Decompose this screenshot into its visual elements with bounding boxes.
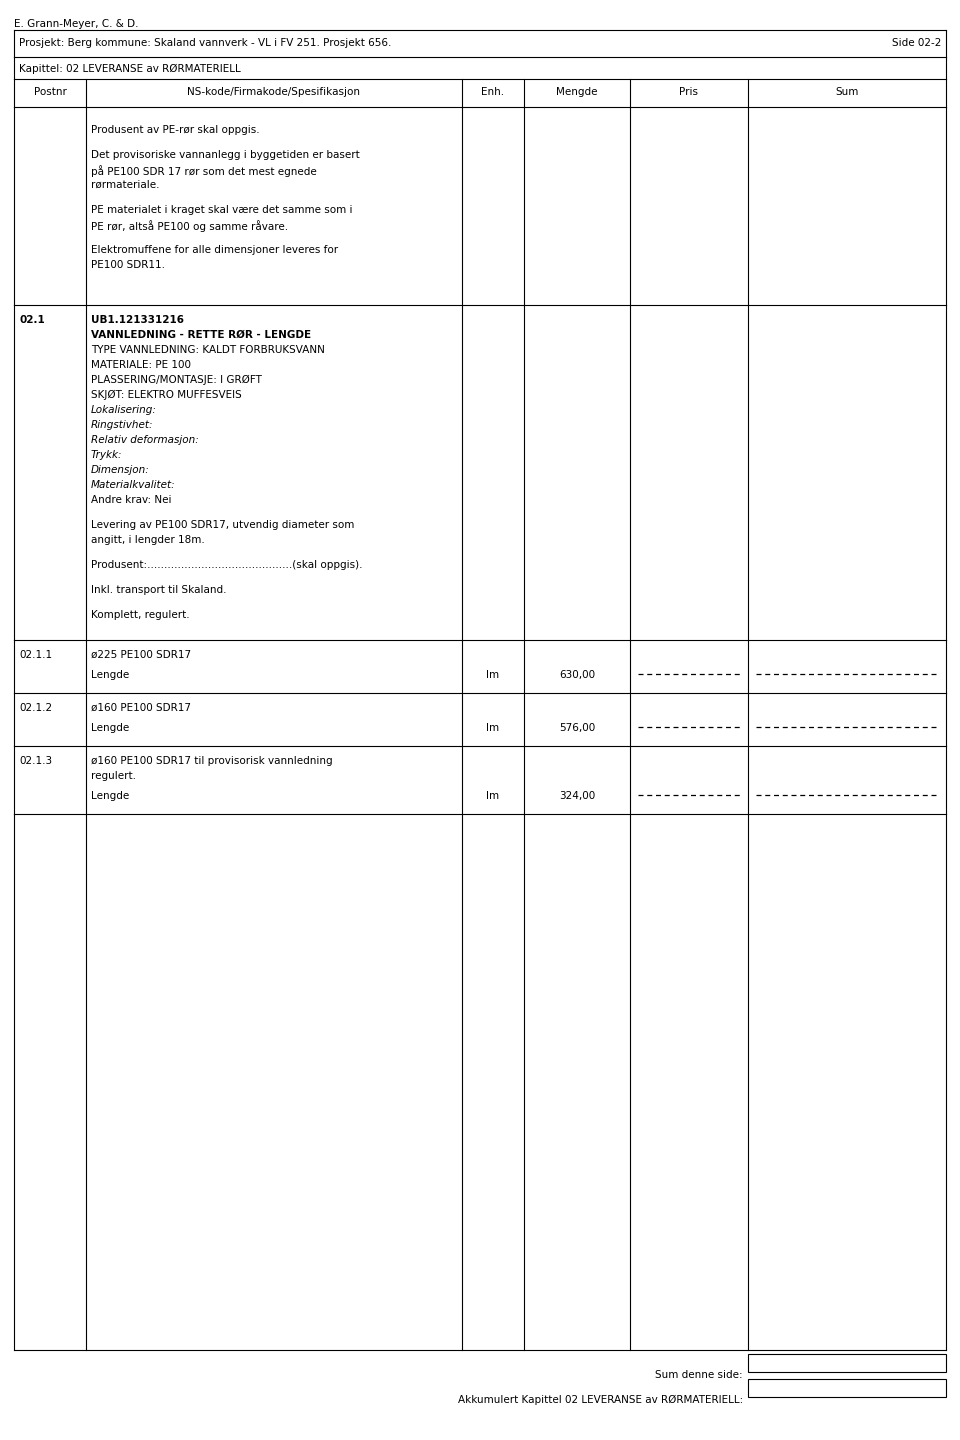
Text: på PE100 SDR 17 rør som det mest egnede: på PE100 SDR 17 rør som det mest egnede — [91, 166, 317, 177]
Text: Komplett, regulert.: Komplett, regulert. — [91, 611, 190, 621]
Text: Lengde: Lengde — [91, 723, 130, 733]
Text: 02.1.3: 02.1.3 — [19, 756, 52, 766]
Text: Dimensjon:: Dimensjon: — [91, 465, 150, 475]
Text: E. Grann-Meyer, C. & D.: E. Grann-Meyer, C. & D. — [14, 19, 138, 29]
Text: Postnr: Postnr — [34, 86, 66, 96]
Text: ø160 PE100 SDR17 til provisorisk vannledning: ø160 PE100 SDR17 til provisorisk vannled… — [91, 756, 332, 766]
Bar — [748, 1380, 946, 1397]
Text: VANNLEDNING - RETTE RØR - LENGDE: VANNLEDNING - RETTE RØR - LENGDE — [91, 330, 311, 340]
Text: Inkl. transport til Skaland.: Inkl. transport til Skaland. — [91, 585, 227, 595]
Text: 02.1.1: 02.1.1 — [19, 649, 52, 660]
Text: PE100 SDR11.: PE100 SDR11. — [91, 261, 165, 271]
Text: Sum: Sum — [835, 86, 858, 96]
Text: PE materialet i kraget skal være det samme som i: PE materialet i kraget skal være det sam… — [91, 204, 352, 215]
Text: Kapittel: 02 LEVERANSE av RØRMATERIELL: Kapittel: 02 LEVERANSE av RØRMATERIELL — [19, 63, 241, 75]
Text: 02.1: 02.1 — [19, 315, 45, 325]
Text: Side 02-2: Side 02-2 — [892, 37, 941, 48]
Text: Produsent av PE-rør skal oppgis.: Produsent av PE-rør skal oppgis. — [91, 125, 259, 135]
Text: Lengde: Lengde — [91, 791, 130, 801]
Text: Enh.: Enh. — [481, 86, 505, 96]
Text: Relativ deformasjon:: Relativ deformasjon: — [91, 435, 199, 445]
Text: Levering av PE100 SDR17, utvendig diameter som: Levering av PE100 SDR17, utvendig diamet… — [91, 520, 354, 530]
Text: Det provisoriske vannanlegg i byggetiden er basert: Det provisoriske vannanlegg i byggetiden… — [91, 150, 360, 160]
Text: Sum denne side:: Sum denne side: — [656, 1369, 743, 1380]
Text: PE rør, altså PE100 og samme råvare.: PE rør, altså PE100 og samme råvare. — [91, 220, 288, 232]
Text: TYPE VANNLEDNING: KALDT FORBRUKSVANN: TYPE VANNLEDNING: KALDT FORBRUKSVANN — [91, 346, 324, 356]
Text: Andre krav: Nei: Andre krav: Nei — [91, 495, 172, 505]
Text: Lokalisering:: Lokalisering: — [91, 405, 156, 415]
Text: lm: lm — [487, 791, 499, 801]
Text: MATERIALE: PE 100: MATERIALE: PE 100 — [91, 360, 191, 370]
Text: Prosjekt: Berg kommune: Skaland vannverk - VL i FV 251. Prosjekt 656.: Prosjekt: Berg kommune: Skaland vannverk… — [19, 37, 392, 48]
Text: ø160 PE100 SDR17: ø160 PE100 SDR17 — [91, 703, 191, 713]
Text: UB1.121331216: UB1.121331216 — [91, 315, 184, 325]
Text: Elektromuffene for alle dimensjoner leveres for: Elektromuffene for alle dimensjoner leve… — [91, 245, 338, 255]
Text: 324,00: 324,00 — [559, 791, 595, 801]
Text: NS-kode/Firmakode/Spesifikasjon: NS-kode/Firmakode/Spesifikasjon — [187, 86, 361, 96]
Text: Trykk:: Trykk: — [91, 449, 123, 459]
Text: Pris: Pris — [680, 86, 699, 96]
Text: Ringstivhet:: Ringstivhet: — [91, 420, 154, 431]
Text: Akkumulert Kapittel 02 LEVERANSE av RØRMATERIELL:: Akkumulert Kapittel 02 LEVERANSE av RØRM… — [458, 1395, 743, 1405]
Text: SKJØT: ELEKTRO MUFFESVEIS: SKJØT: ELEKTRO MUFFESVEIS — [91, 390, 242, 400]
Text: Produsent:...........................................(skal oppgis).: Produsent:..............................… — [91, 560, 363, 570]
Text: lm: lm — [487, 670, 499, 680]
Text: angitt, i lengder 18m.: angitt, i lengder 18m. — [91, 536, 204, 544]
Text: ø225 PE100 SDR17: ø225 PE100 SDR17 — [91, 649, 191, 660]
Text: Materialkvalitet:: Materialkvalitet: — [91, 480, 176, 490]
Text: rørmateriale.: rørmateriale. — [91, 180, 159, 190]
Text: lm: lm — [487, 723, 499, 733]
Text: regulert.: regulert. — [91, 770, 136, 780]
Bar — [748, 1354, 946, 1372]
Text: 576,00: 576,00 — [559, 723, 595, 733]
Text: Mengde: Mengde — [556, 86, 598, 96]
Text: 630,00: 630,00 — [559, 670, 595, 680]
Text: Lengde: Lengde — [91, 670, 130, 680]
Text: PLASSERING/MONTASJE: I GRØFT: PLASSERING/MONTASJE: I GRØFT — [91, 374, 262, 386]
Text: 02.1.2: 02.1.2 — [19, 703, 52, 713]
